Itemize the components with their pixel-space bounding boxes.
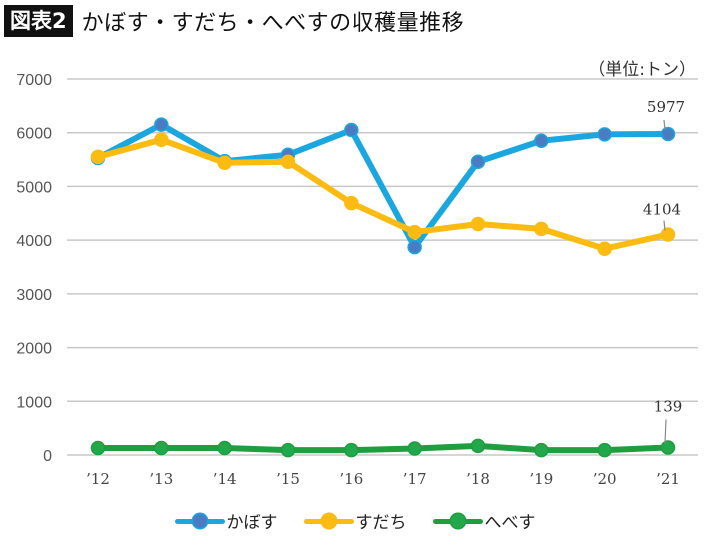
legend-item-hebesu: へべす xyxy=(432,508,536,533)
data-point xyxy=(154,132,169,147)
y-tick-label: 3000 xyxy=(16,287,52,304)
y-tick-label: 6000 xyxy=(16,126,52,143)
series-line-1 xyxy=(95,136,671,252)
data-point xyxy=(597,127,612,142)
data-point xyxy=(217,155,232,171)
data-point xyxy=(90,440,106,456)
data-label: 5977 xyxy=(647,98,685,116)
legend: かぼす すだち へべす xyxy=(0,508,710,533)
data-point xyxy=(534,442,549,458)
data-point xyxy=(660,440,676,455)
chart-title: かぼす・すだち・へべすの収穫量推移 xyxy=(81,11,465,36)
series-line-2 xyxy=(95,442,671,454)
x-tick-label: ’21 xyxy=(656,470,680,488)
data-point xyxy=(344,122,359,138)
data-label: 139 xyxy=(654,398,683,416)
y-tick-label: 5000 xyxy=(16,179,52,196)
y-tick-label: 2000 xyxy=(16,341,52,358)
y-tick-label: 0 xyxy=(43,448,52,465)
legend-label: すだち xyxy=(355,513,407,533)
x-tick-label: ’19 xyxy=(529,470,553,488)
data-point xyxy=(154,117,169,132)
data-point xyxy=(534,133,549,149)
data-point xyxy=(344,442,359,458)
legend-label: へべす xyxy=(484,513,536,533)
x-tick-label: ’18 xyxy=(466,470,490,488)
data-point xyxy=(470,216,486,232)
data-point xyxy=(660,126,676,142)
label-leader-line xyxy=(663,220,666,231)
legend-swatch xyxy=(174,511,225,531)
legend-item-sudachi: すだち xyxy=(303,508,407,533)
label-leader-line xyxy=(664,419,667,444)
header: 図表2 かぼす・すだち・へべすの収穫量推移 xyxy=(0,3,464,39)
data-point xyxy=(344,195,359,211)
y-tick-label: 1000 xyxy=(16,394,52,411)
legend-swatch xyxy=(303,511,354,531)
data-point xyxy=(407,239,422,255)
x-tick-label: ’13 xyxy=(149,470,173,488)
data-label: 4104 xyxy=(643,201,681,219)
legend-label: かぼす xyxy=(226,513,278,533)
data-point xyxy=(154,440,169,456)
x-tick-label: ’17 xyxy=(403,470,427,488)
label-leader-line xyxy=(663,119,666,131)
y-tick-label: 7000 xyxy=(16,72,52,89)
x-tick-label: ’16 xyxy=(339,470,363,488)
legend-swatch xyxy=(432,511,483,531)
figure-badge: 図表2 xyxy=(4,5,73,37)
x-tick-label: ’12 xyxy=(86,470,110,488)
x-tick-label: ’15 xyxy=(276,470,300,488)
data-point xyxy=(280,154,296,169)
data-point xyxy=(280,442,296,458)
data-point xyxy=(660,227,676,242)
y-tick-label: 4000 xyxy=(16,233,52,250)
data-point xyxy=(90,149,106,165)
series-line-0 xyxy=(95,121,671,251)
data-point xyxy=(217,440,232,456)
data-point xyxy=(534,221,549,237)
data-point xyxy=(597,241,612,256)
x-tick-label: ’20 xyxy=(593,470,617,488)
data-point xyxy=(407,441,422,456)
data-point xyxy=(470,154,486,169)
legend-item-kabosu: かぼす xyxy=(174,508,278,533)
data-point xyxy=(407,224,422,240)
data-point xyxy=(597,442,612,458)
data-point xyxy=(470,438,486,454)
x-tick-label: ’14 xyxy=(213,470,237,488)
unit-label: （単位:トン） xyxy=(588,60,696,80)
